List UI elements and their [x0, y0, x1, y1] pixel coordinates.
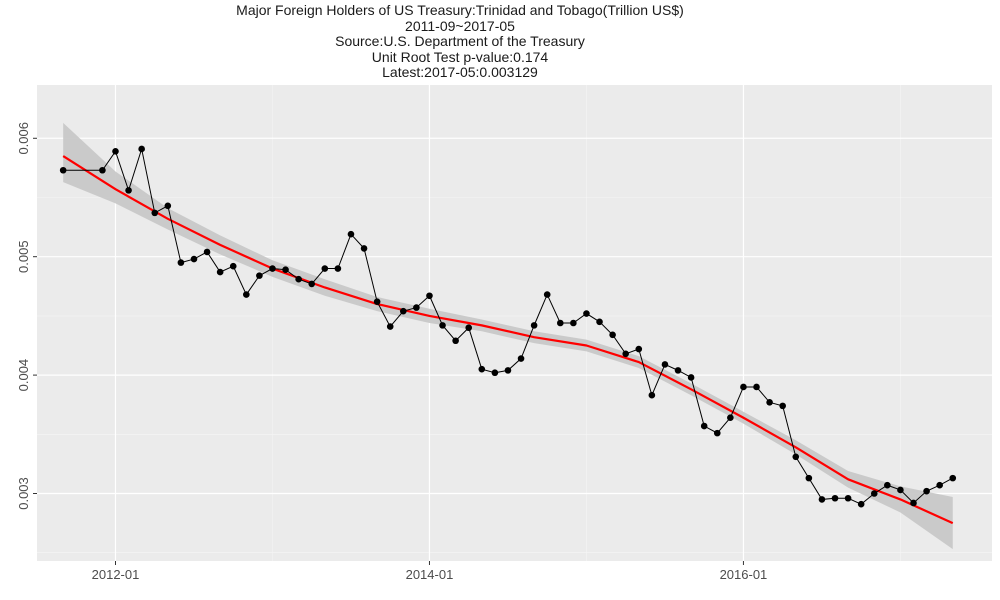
data-point: [831, 494, 839, 502]
data-points: [59, 145, 957, 508]
data-point: [465, 324, 473, 332]
trend-line-path: [62, 155, 954, 525]
data-point: [426, 292, 433, 300]
data-point: [151, 209, 159, 217]
data-point: [229, 262, 237, 270]
y-tick-label: 0.004: [16, 359, 31, 392]
data-point: [360, 245, 368, 252]
trend-line: [62, 155, 954, 525]
data-point: [400, 307, 407, 315]
data-point: [556, 319, 564, 327]
data-point: [818, 496, 826, 503]
data-point: [792, 453, 800, 461]
data-point: [334, 265, 342, 272]
data-point: [805, 474, 813, 482]
data-point: [884, 481, 891, 489]
data-point: [112, 148, 119, 155]
data-point: [543, 291, 551, 298]
data-point: [321, 265, 329, 272]
data-point: [386, 323, 394, 330]
data-point: [439, 322, 446, 329]
data-point: [661, 361, 669, 368]
data-point: [517, 355, 525, 362]
data-point: [256, 272, 263, 279]
data-point: [949, 474, 957, 482]
data-point: [269, 265, 276, 272]
data-point: [674, 367, 682, 374]
data-point: [609, 331, 616, 339]
data-point: [635, 345, 643, 353]
chart-subtitle-latest: Latest:2017-05:0.003129: [382, 64, 538, 80]
data-point: [910, 499, 917, 507]
data-point: [857, 500, 865, 508]
data-point: [216, 268, 224, 276]
data-point: [936, 481, 943, 489]
data-point: [243, 291, 250, 298]
confidence-band: [63, 122, 953, 550]
data-point: [373, 298, 381, 305]
data-point: [923, 487, 930, 495]
data-point: [727, 414, 734, 422]
data-point: [583, 310, 590, 317]
data-point: [766, 399, 773, 406]
data-point: [753, 383, 760, 391]
plot-panel: [37, 85, 992, 561]
data-point: [504, 367, 512, 374]
data-point: [897, 486, 904, 494]
x-tick-label: 2014-01: [406, 567, 454, 582]
data-point: [740, 383, 747, 391]
data-point: [282, 266, 289, 274]
data-point: [295, 275, 302, 283]
data-point: [687, 374, 695, 381]
data-point: [648, 391, 656, 399]
chart-subtitle-source: Source:U.S. Department of the Treasury: [335, 33, 585, 49]
data-point: [570, 319, 577, 327]
chart-subtitle-date-range: 2011-09~2017-05: [405, 17, 515, 34]
y-tick-label: 0.003: [16, 477, 31, 510]
data-point: [870, 490, 878, 497]
data-point: [347, 230, 355, 238]
data-point: [622, 350, 629, 358]
confidence-band-area: [63, 122, 953, 550]
chart-title-block: Major Foreign Holders of US Treasury:Tri…: [0, 2, 920, 81]
data-point: [177, 259, 185, 266]
data-point: [700, 422, 708, 430]
grid-minor: [37, 85, 992, 561]
data-point: [164, 202, 172, 210]
data-point: [478, 365, 486, 373]
data-point: [190, 255, 198, 263]
data-point: [452, 337, 459, 345]
data-point: [59, 166, 67, 174]
data-point: [713, 429, 721, 437]
data-point: [203, 248, 211, 256]
data-point: [125, 187, 132, 194]
data-point: [413, 304, 420, 311]
data-point: [308, 280, 316, 288]
y-tick-label: 0.006: [16, 122, 31, 155]
x-tick-label: 2012-01: [92, 567, 140, 582]
data-point: [530, 322, 538, 329]
data-point: [596, 318, 603, 326]
data-point: [844, 494, 852, 502]
data-point: [779, 402, 786, 410]
axes: 0.003 0.004 0.005 0.006 2012-01 2014-01 2016-0…: [16, 122, 767, 582]
y-tick-label: 0.005: [16, 240, 31, 273]
chart-title: Major Foreign Holders of US Treasury:Tri…: [236, 2, 684, 18]
chart-subtitle-unit-root: Unit Root Test p-value:0.174: [371, 48, 549, 65]
data-point: [138, 145, 145, 153]
x-tick-label: 2016-01: [720, 567, 768, 582]
data-point: [99, 166, 106, 174]
data-point: [491, 369, 499, 377]
